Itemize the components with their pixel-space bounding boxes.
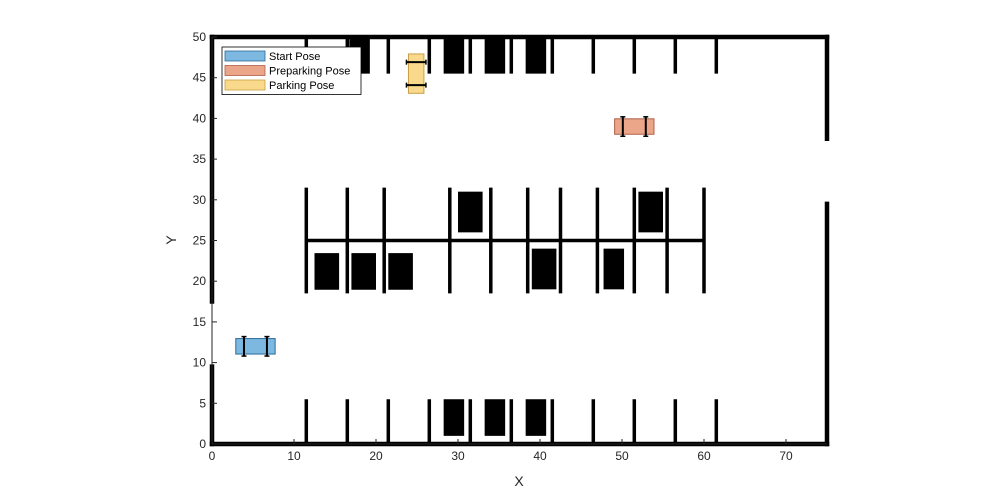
x-tick-label-5: 50 (615, 449, 629, 463)
vehicle-start-pose (235, 335, 276, 357)
parked-car-6 (314, 253, 340, 290)
parked-car-13 (525, 399, 547, 436)
x-tick-label-0: 0 (209, 449, 216, 463)
parked-car-10 (603, 248, 625, 290)
vehicle-layer (235, 53, 655, 357)
parked-car-3 (525, 37, 547, 74)
x-axis-title: X (514, 473, 524, 489)
legend-label-preparking-pose: Preparking Pose (269, 66, 350, 78)
legend-label-parking-pose: Parking Pose (269, 80, 334, 92)
x-tick-label-2: 20 (369, 449, 383, 463)
legend: Start Pose Preparking Pose Parking Pose (221, 46, 362, 95)
axes-layer: 0 10 20 30 40 50 60 70 0 5 10 15 20 25 30 35 40 45 50 (193, 30, 827, 463)
vehicle-body-preparking-pose (614, 118, 655, 135)
parked-car-5 (638, 191, 663, 233)
y-tick-label-3: 15 (193, 315, 207, 329)
vehicle-body-parking-pose (407, 53, 425, 94)
y-tick-label-4: 20 (193, 274, 207, 288)
parked-car-2 (484, 37, 506, 74)
legend-swatch-parking-pose (224, 79, 266, 91)
y-tick-label-10: 50 (193, 30, 207, 44)
y-tick-label-6: 30 (193, 193, 207, 207)
y-tick-label-7: 35 (193, 152, 207, 166)
vehicle-body-start-pose (235, 338, 276, 355)
legend-swatch-preparking-pose (224, 65, 266, 76)
legend-swatch-start-pose (224, 50, 266, 62)
y-axis-title: Y (163, 235, 179, 245)
vehicle-preparking-pose (614, 116, 655, 138)
parked-car-9 (531, 248, 557, 290)
x-tick-label-1: 10 (287, 449, 301, 463)
y-tick-label-8: 40 (193, 111, 207, 125)
y-tick-label-2: 10 (193, 356, 207, 370)
x-tick-label-3: 30 (451, 449, 465, 463)
y-tick-label-9: 45 (193, 71, 207, 85)
y-tick-label-1: 5 (199, 396, 206, 410)
parked-car-1 (443, 37, 465, 74)
parked-car-8 (388, 253, 413, 290)
x-tick-label-7: 70 (779, 449, 793, 463)
map-layer (209, 34, 830, 447)
parked-car-7 (351, 253, 376, 290)
legend-label-start-pose: Start Pose (269, 51, 320, 63)
parked-car-12 (484, 399, 506, 436)
x-tick-label-6: 60 (697, 449, 711, 463)
x-tick-label-4: 40 (533, 449, 547, 463)
parked-car-4 (458, 191, 483, 233)
vehicle-parking-pose (405, 53, 427, 94)
parked-car-11 (443, 399, 465, 436)
y-tick-label-5: 25 (193, 234, 207, 248)
y-tick-label-0: 0 (199, 437, 206, 451)
